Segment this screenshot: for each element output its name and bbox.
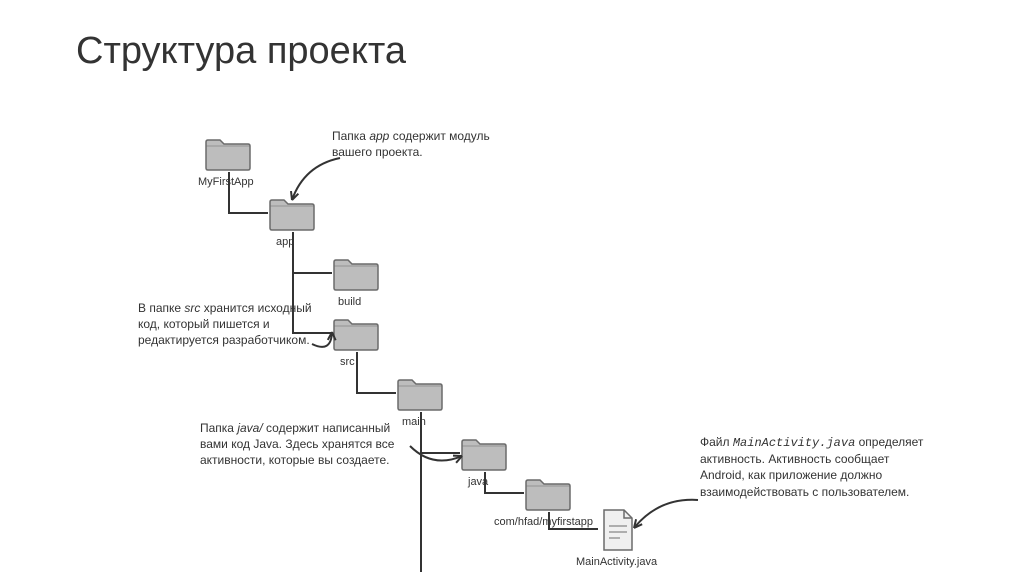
connector-h-3 [356, 392, 396, 394]
label-comhfad: com/hfad/myfirstapp [494, 516, 593, 528]
folder-build [332, 256, 380, 292]
folder-app [268, 196, 316, 232]
label-myfirstapp: MyFirstApp [198, 176, 254, 188]
connector-h-0 [228, 212, 268, 214]
connector-v-5 [484, 472, 486, 492]
connector-h-5 [484, 492, 524, 494]
folder-java [460, 436, 508, 472]
annotation-mainactivity-note: Файл MainActivity.java определяет активн… [700, 434, 930, 500]
connector-v-3 [356, 352, 358, 392]
connector-h-1 [292, 272, 332, 274]
label-src: src [340, 356, 355, 368]
connector-h-4 [420, 452, 460, 454]
folder-comhfad [524, 476, 572, 512]
connector-v-6 [548, 512, 550, 528]
connector-v-0 [228, 172, 230, 212]
connector-h-6 [548, 528, 598, 530]
file-mainactivity [600, 508, 636, 552]
folder-src [332, 316, 380, 352]
folder-main [396, 376, 444, 412]
folder-myfirstapp [204, 136, 252, 172]
label-build: build [338, 296, 361, 308]
annotation-java-note: Папка java/ содержит написанный вами код… [200, 420, 410, 469]
connector-v-4 [420, 412, 422, 572]
page-title: Структура проекта [76, 30, 406, 73]
annotation-app-note: Папка app содержит модуль вашего проекта… [332, 128, 532, 160]
annotation-src-note: В папке src хранится исходный код, котор… [138, 300, 318, 349]
label-mainactivity: MainActivity.java [576, 556, 657, 568]
